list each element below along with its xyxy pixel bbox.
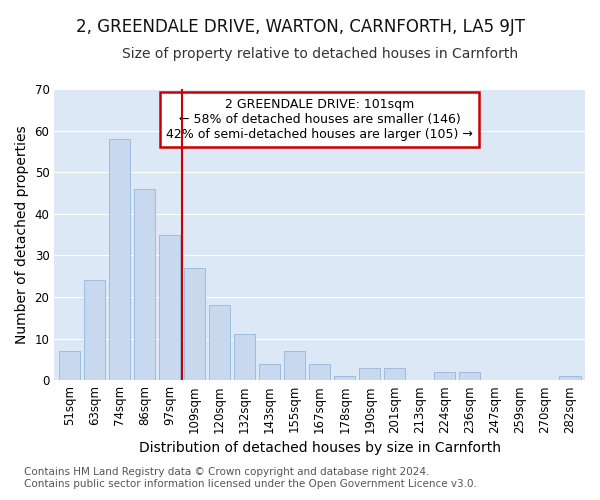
Bar xyxy=(334,376,355,380)
Title: Size of property relative to detached houses in Carnforth: Size of property relative to detached ho… xyxy=(122,48,518,62)
Bar xyxy=(259,364,280,380)
Bar xyxy=(184,268,205,380)
Text: 2 GREENDALE DRIVE: 101sqm
← 58% of detached houses are smaller (146)
42% of semi: 2 GREENDALE DRIVE: 101sqm ← 58% of detac… xyxy=(166,98,473,141)
Bar xyxy=(134,189,155,380)
Bar xyxy=(84,280,105,380)
X-axis label: Distribution of detached houses by size in Carnforth: Distribution of detached houses by size … xyxy=(139,441,500,455)
Bar xyxy=(434,372,455,380)
Bar xyxy=(234,334,255,380)
Bar xyxy=(309,364,330,380)
Bar xyxy=(559,376,581,380)
Bar xyxy=(384,368,406,380)
Bar xyxy=(359,368,380,380)
Text: Contains HM Land Registry data © Crown copyright and database right 2024.
Contai: Contains HM Land Registry data © Crown c… xyxy=(24,468,477,489)
Bar xyxy=(109,139,130,380)
Bar xyxy=(459,372,481,380)
Bar xyxy=(209,306,230,380)
Bar xyxy=(284,351,305,380)
Bar xyxy=(59,351,80,380)
Text: 2, GREENDALE DRIVE, WARTON, CARNFORTH, LA5 9JT: 2, GREENDALE DRIVE, WARTON, CARNFORTH, L… xyxy=(76,18,524,36)
Bar xyxy=(159,234,180,380)
Y-axis label: Number of detached properties: Number of detached properties xyxy=(15,126,29,344)
